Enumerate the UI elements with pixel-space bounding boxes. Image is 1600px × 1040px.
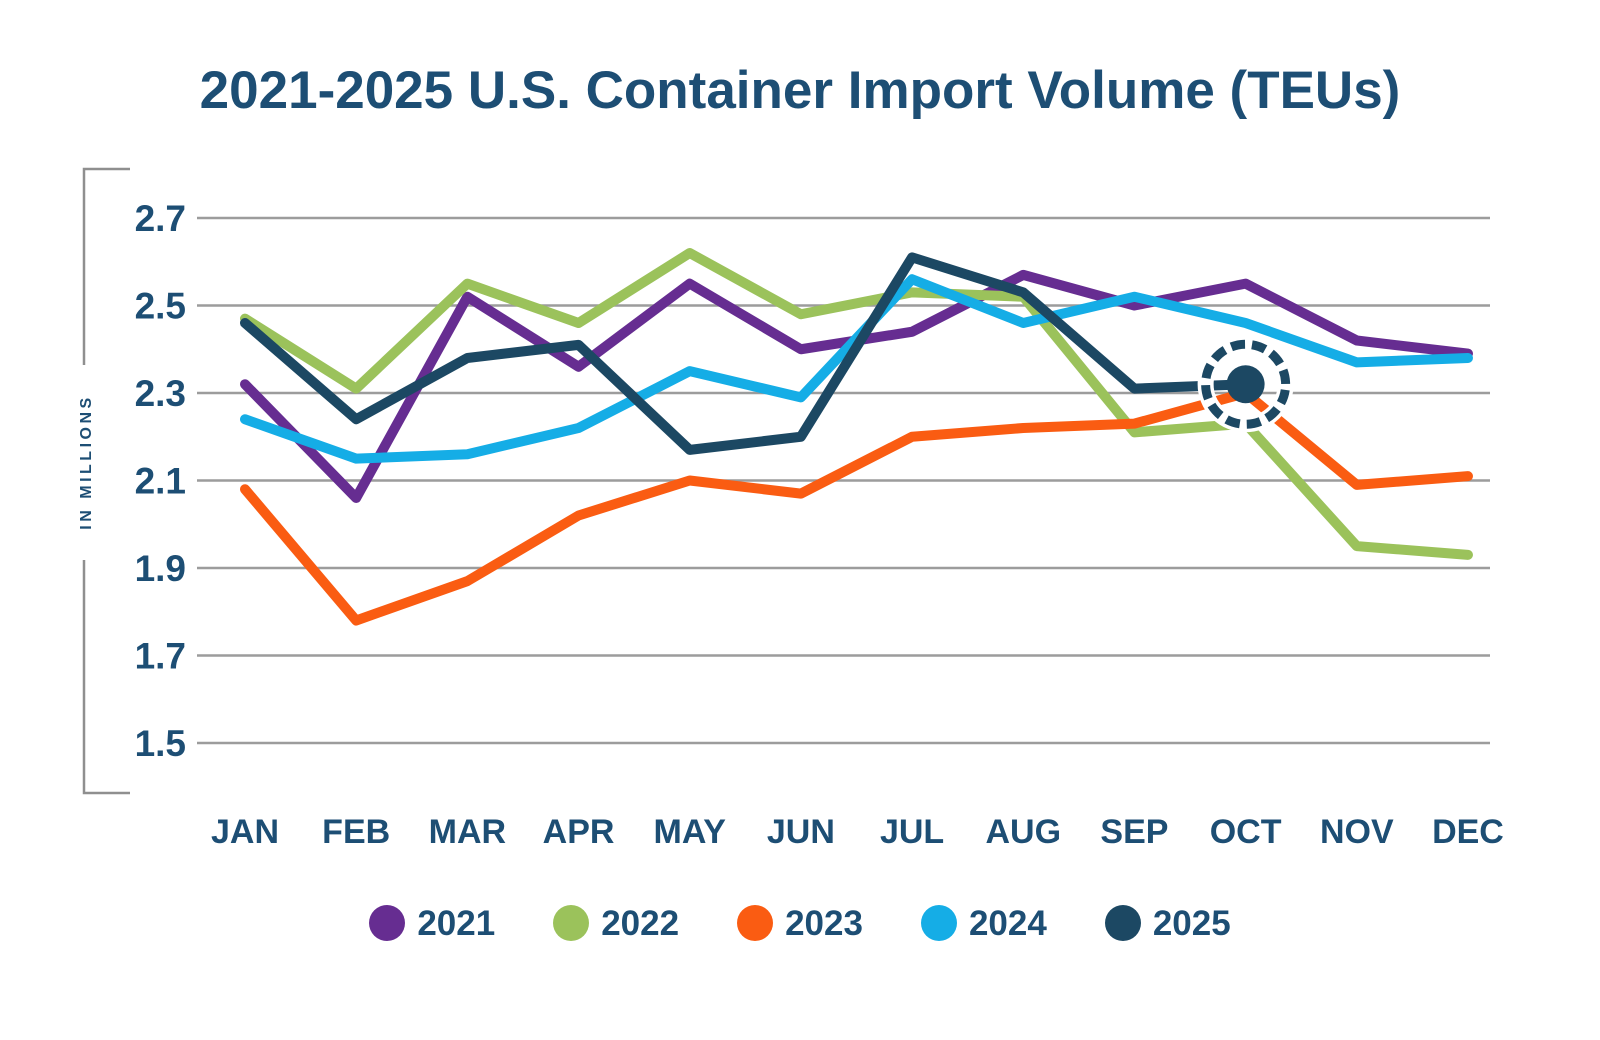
highlight-ring-outline (1197, 336, 1294, 433)
series-line-2025 (240, 252, 1251, 455)
series-line-2022 (240, 248, 1473, 560)
legend-label: 2025 (1152, 903, 1231, 943)
legend-item-2025: 2025 (1104, 903, 1231, 943)
legend-item-2024: 2024 (920, 903, 1047, 943)
x-tick-label-mar: MAR (429, 813, 506, 851)
x-tick-label-aug: AUG (985, 813, 1061, 851)
legend-label: 2021 (417, 903, 496, 943)
y-axis-label-backing (72, 365, 98, 560)
y-tick-label: 1.9 (135, 548, 186, 589)
series-line-2023 (240, 388, 1473, 626)
x-tick-label-sep: SEP (1100, 813, 1168, 851)
y-tick-label: 1.5 (135, 723, 186, 764)
y-tick-label: 2.1 (135, 461, 186, 502)
legend-label: 2022 (601, 903, 680, 943)
x-tick-label-jan: JAN (211, 813, 279, 851)
y-tick-label: 2.7 (135, 198, 186, 239)
legend-label: 2024 (968, 903, 1047, 943)
highlighted-data-point (1226, 365, 1265, 404)
legend-swatch-icon (369, 905, 406, 941)
legend-swatch-icon (920, 905, 957, 941)
y-axis-title: IN MILLIONS (78, 394, 95, 529)
legend-item-2023: 2023 (737, 905, 863, 941)
x-tick-label-feb: FEB (322, 813, 390, 851)
chart-legend: 2021 2022 2023 2024 2025 (0, 905, 1600, 941)
x-tick-label-dec: DEC (1432, 813, 1504, 851)
x-tick-label-oct: OCT (1210, 813, 1282, 851)
chart-title: 2021-2025 U.S. Container Import Volume (… (199, 61, 1401, 120)
x-tick-label-jul: JUL (880, 813, 944, 851)
y-tick-label: 2.3 (135, 373, 186, 414)
legend-label: 2023 (785, 903, 863, 943)
legend-swatch-icon (553, 905, 590, 941)
x-tick-label-jun: JUN (767, 813, 835, 851)
legend-swatch-icon (737, 905, 774, 941)
x-tick-label-may: MAY (654, 813, 727, 851)
y-tick-label: 1.7 (135, 636, 186, 677)
x-tick-label-nov: NOV (1320, 813, 1394, 851)
y-tick-label: 2.5 (135, 286, 186, 327)
highlight-dashed-ring (1201, 339, 1291, 429)
legend-swatch-icon (1104, 905, 1141, 941)
x-tick-label-apr: APR (543, 813, 615, 851)
legend-item-2021: 2021 (369, 905, 495, 941)
legend-item-2022: 2022 (553, 905, 679, 941)
